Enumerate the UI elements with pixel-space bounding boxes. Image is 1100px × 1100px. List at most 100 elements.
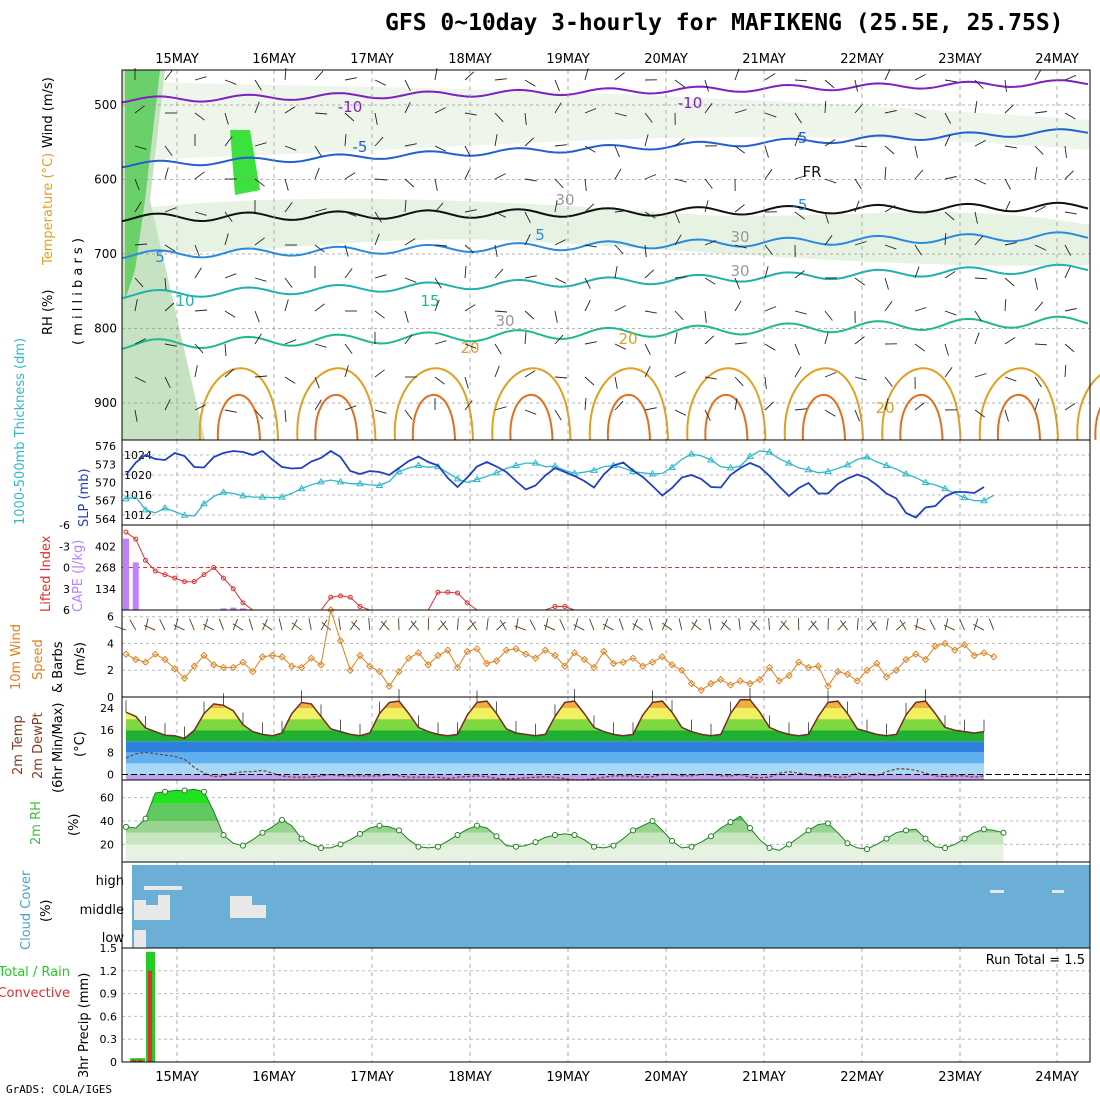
precip-tick: 0.6 xyxy=(100,1010,118,1023)
rh2m-title: 2m RH xyxy=(29,801,44,845)
wind-barb xyxy=(194,267,202,279)
wind-axis-title: Wind (m/s) xyxy=(41,77,56,148)
dewpt2m-title: 2m DewPt xyxy=(31,712,46,779)
temp-color-band xyxy=(126,752,984,764)
wind-barb xyxy=(854,277,865,286)
credit-footer: GrADS: COLA/IGES xyxy=(6,1083,112,1096)
cloud-block xyxy=(240,896,252,918)
wind-barb xyxy=(374,274,387,279)
wind-barb xyxy=(674,276,687,279)
rh-point xyxy=(435,843,441,850)
wind-speed-point xyxy=(990,653,998,661)
wind-barb xyxy=(314,167,320,180)
wind-barb-10m xyxy=(738,618,741,631)
wind-barb xyxy=(554,409,562,421)
precip-convective-legend: Convective xyxy=(0,986,70,1001)
wind-barb-10m xyxy=(543,624,556,631)
wind-barb xyxy=(824,139,836,147)
rh-point xyxy=(474,822,480,829)
li-point xyxy=(221,575,226,581)
li-cape-panel: -6 -3 0 3 6 402 268 134 Lifted Index CAPE (J/kg) xyxy=(39,519,1090,617)
wind-barb-10m xyxy=(589,618,595,631)
cloud-unit: (%) xyxy=(39,900,54,923)
wind-barb xyxy=(1064,266,1071,279)
cloud-block xyxy=(134,930,146,948)
wind-barb-10m xyxy=(173,624,185,631)
wind-barb xyxy=(224,273,237,279)
wind-barb xyxy=(224,112,229,125)
wind-barb xyxy=(854,145,868,148)
wind-barb xyxy=(164,207,177,213)
wind-barb xyxy=(134,243,148,246)
wind-barb xyxy=(1004,242,1017,246)
slp-series-line xyxy=(125,449,985,519)
wind-barb xyxy=(404,143,417,147)
wind-speed-point xyxy=(229,663,237,672)
wind-barb xyxy=(314,112,328,115)
wind-speed-point xyxy=(444,646,452,654)
wind-speed-point xyxy=(336,637,345,645)
thickness-point xyxy=(180,511,189,518)
wind-speed-point xyxy=(219,663,228,672)
contour-label: -5 xyxy=(353,138,368,156)
wind-speed-point xyxy=(385,682,393,690)
wind-barb xyxy=(644,211,656,219)
wind-barb xyxy=(524,211,531,223)
temp-tick: 16 xyxy=(100,724,114,737)
wind-barb-10m xyxy=(515,618,519,631)
rh-point xyxy=(1000,829,1007,836)
wind-barb xyxy=(1004,178,1011,190)
wind-barb-10m xyxy=(499,619,507,631)
wind-barb-10m xyxy=(114,625,127,631)
wind-speed-point xyxy=(512,645,520,653)
wind-speed-point xyxy=(258,653,267,661)
wind10m-barbs-title: & Barbs xyxy=(51,641,66,693)
wind-barb-10m xyxy=(559,619,566,631)
wind-barb xyxy=(224,310,236,318)
wind-barb xyxy=(674,178,687,183)
cape-tick: 134 xyxy=(95,583,116,596)
isotherm-20-loop xyxy=(198,367,279,441)
wind-speed-point xyxy=(765,663,774,672)
temp-tick: 0 xyxy=(107,768,114,781)
wind-tick: 6 xyxy=(107,611,114,624)
wind-barb xyxy=(644,269,655,279)
wind-barb xyxy=(524,137,535,147)
rh-color-band xyxy=(126,844,1004,862)
wind-barb xyxy=(734,68,740,81)
wind-speed-point xyxy=(960,641,969,649)
rh-high-column xyxy=(125,70,160,300)
wind-barb xyxy=(314,208,327,213)
thickness-point xyxy=(258,493,267,500)
wind-barb xyxy=(554,376,568,379)
wind-barb xyxy=(584,376,595,386)
wind-barb xyxy=(254,142,267,147)
wind-barb xyxy=(1034,145,1044,155)
wind-barb xyxy=(614,305,626,312)
wind-speed-point xyxy=(678,666,686,674)
rh-point xyxy=(259,829,266,836)
wind-barb xyxy=(404,409,413,420)
wind10m-speed-title: Speed xyxy=(31,639,46,680)
wind-barb xyxy=(794,211,805,220)
rh-point xyxy=(552,832,558,839)
wind-barb xyxy=(584,397,587,411)
wind-barb xyxy=(494,310,508,313)
thickness-point xyxy=(122,494,130,502)
wind-barb xyxy=(464,71,475,81)
wind-barb xyxy=(434,277,442,289)
thickness-point xyxy=(473,475,481,482)
isotherm-25-loop xyxy=(801,393,846,441)
wind-speed-point xyxy=(268,651,276,660)
wind-barb xyxy=(734,376,744,387)
wind-barb xyxy=(764,112,777,118)
wind-barb xyxy=(1064,364,1067,378)
li-tick: 3 xyxy=(63,583,70,596)
isotherm-15 xyxy=(121,315,1089,350)
wind-speed-point xyxy=(356,651,364,660)
wind-barb xyxy=(1034,111,1047,114)
day-label-top: 21MAY xyxy=(742,52,786,67)
wind-barb-10m xyxy=(886,618,889,631)
rh-tick: 60 xyxy=(100,792,114,805)
wind-barb-10m xyxy=(866,621,876,631)
